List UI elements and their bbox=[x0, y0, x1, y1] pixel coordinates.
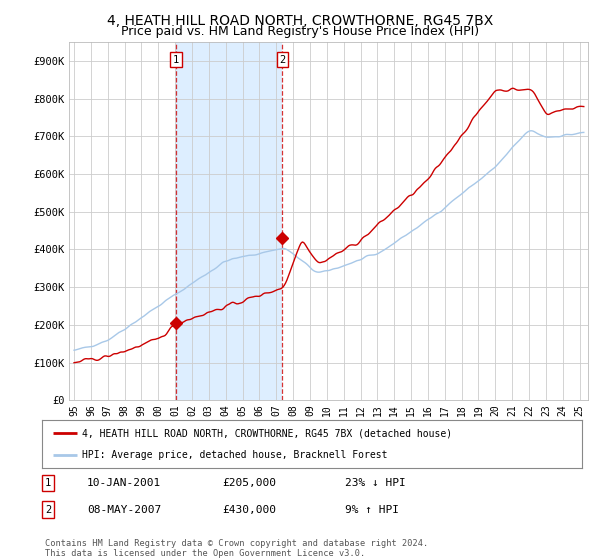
Text: 2: 2 bbox=[280, 54, 286, 64]
Text: 08-MAY-2007: 08-MAY-2007 bbox=[87, 505, 161, 515]
Text: Price paid vs. HM Land Registry's House Price Index (HPI): Price paid vs. HM Land Registry's House … bbox=[121, 25, 479, 38]
Text: 10-JAN-2001: 10-JAN-2001 bbox=[87, 478, 161, 488]
Text: £430,000: £430,000 bbox=[222, 505, 276, 515]
Bar bbox=[176, 42, 283, 400]
Text: 1: 1 bbox=[173, 54, 179, 64]
Text: 1: 1 bbox=[45, 478, 51, 488]
Text: 9% ↑ HPI: 9% ↑ HPI bbox=[345, 505, 399, 515]
Text: 2: 2 bbox=[45, 505, 51, 515]
Text: £205,000: £205,000 bbox=[222, 478, 276, 488]
Text: HPI: Average price, detached house, Bracknell Forest: HPI: Average price, detached house, Brac… bbox=[83, 450, 388, 460]
Text: Contains HM Land Registry data © Crown copyright and database right 2024.
This d: Contains HM Land Registry data © Crown c… bbox=[45, 539, 428, 558]
Text: 4, HEATH HILL ROAD NORTH, CROWTHORNE, RG45 7BX: 4, HEATH HILL ROAD NORTH, CROWTHORNE, RG… bbox=[107, 14, 493, 28]
Text: 23% ↓ HPI: 23% ↓ HPI bbox=[345, 478, 406, 488]
Text: 4, HEATH HILL ROAD NORTH, CROWTHORNE, RG45 7BX (detached house): 4, HEATH HILL ROAD NORTH, CROWTHORNE, RG… bbox=[83, 428, 452, 438]
